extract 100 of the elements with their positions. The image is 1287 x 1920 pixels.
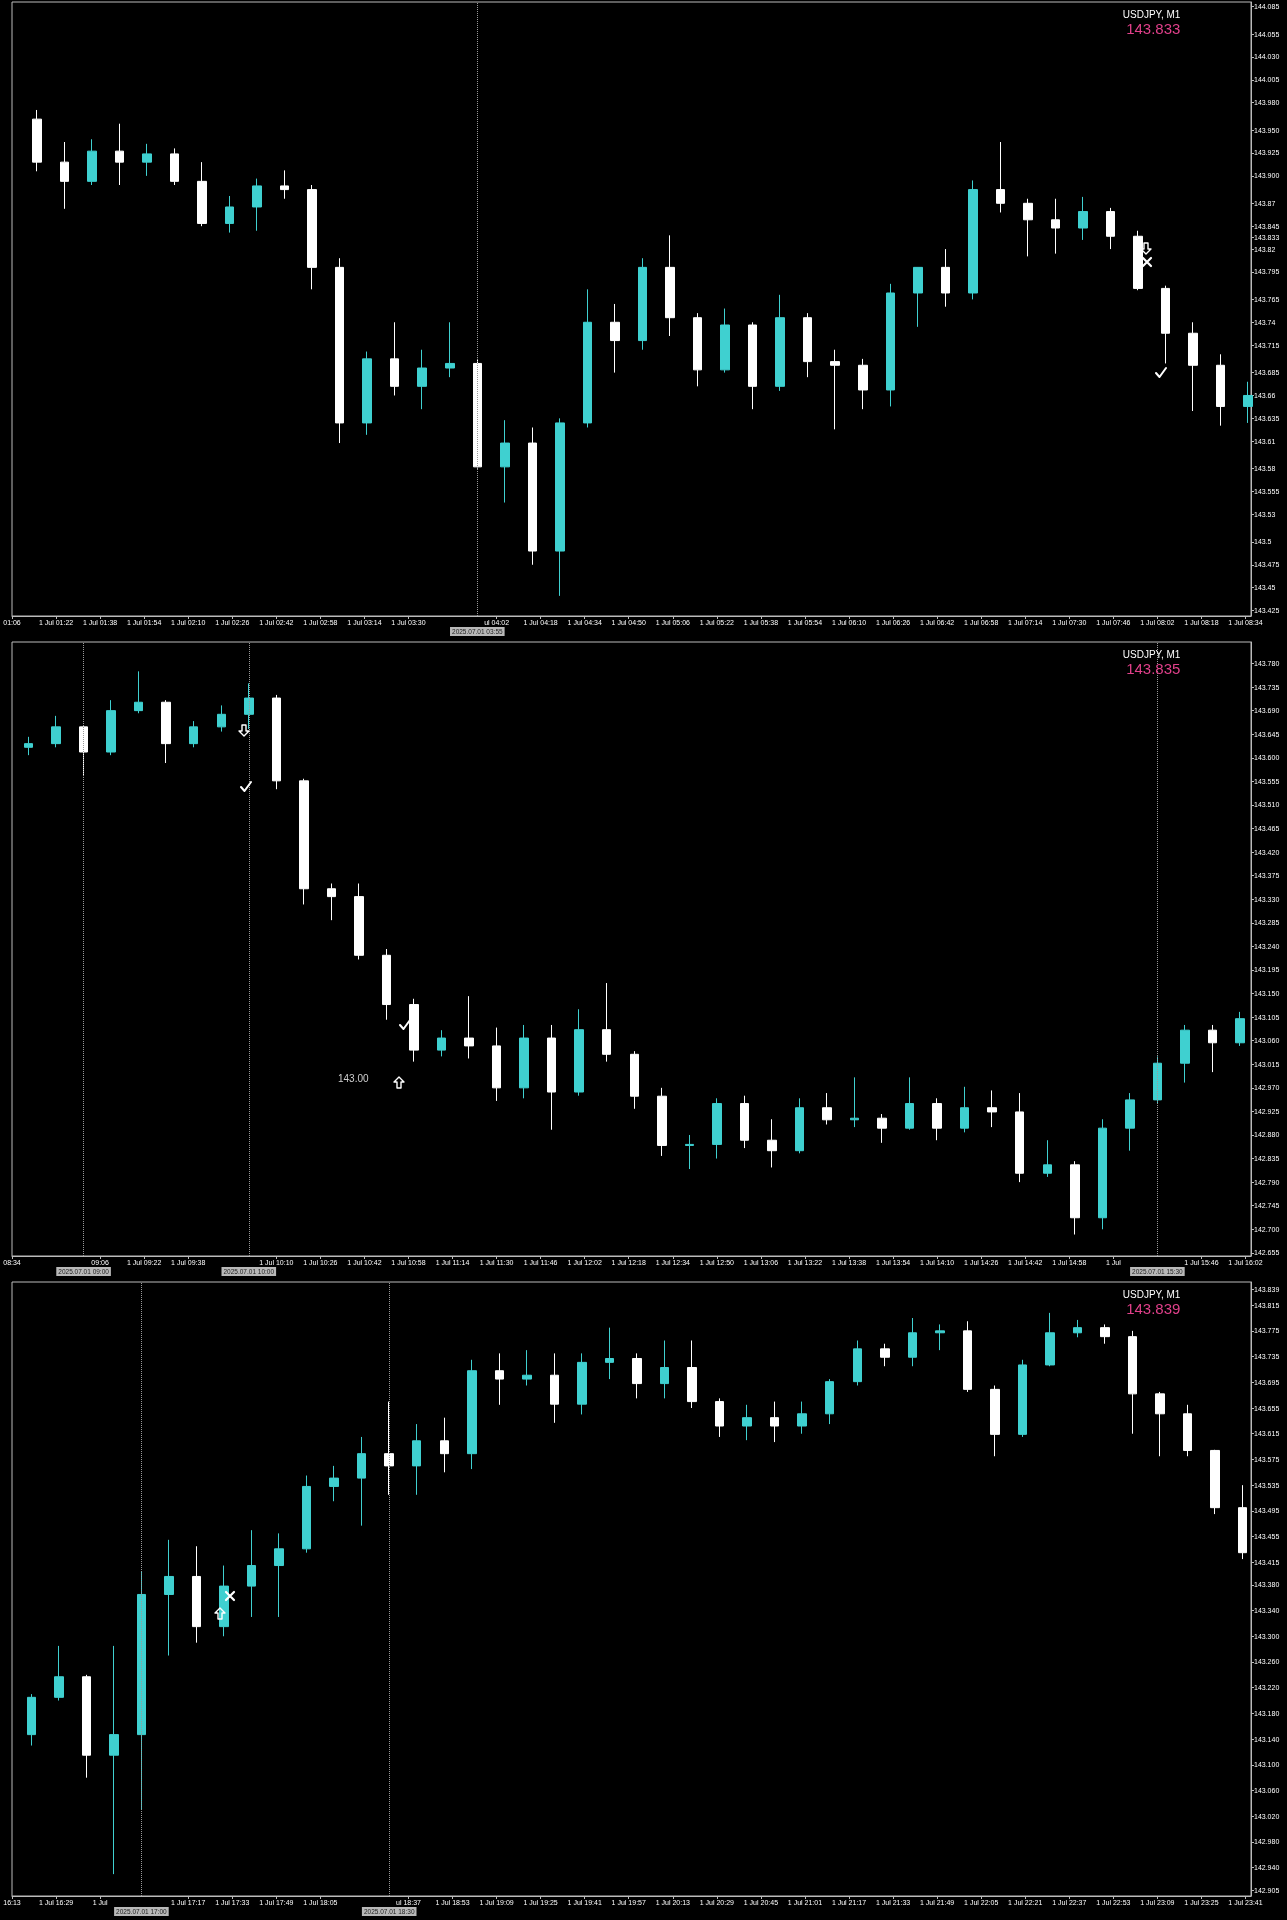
- candlestick: [164, 1539, 174, 1657]
- candlestick: [170, 147, 179, 186]
- candlestick: [830, 349, 840, 430]
- candlestick: [1106, 207, 1115, 250]
- candlestick: [519, 1024, 529, 1099]
- candlestick: [748, 321, 757, 410]
- candlestick: [913, 266, 923, 328]
- candlestick: [252, 178, 262, 232]
- candlestick: [880, 1343, 890, 1367]
- candlestick: [935, 1323, 945, 1351]
- candlestick: [775, 294, 785, 392]
- candlestick: [354, 883, 364, 960]
- candlestick: [932, 1097, 942, 1141]
- candlestick: [32, 109, 42, 172]
- candlestick: [417, 349, 427, 410]
- candlestick: [712, 1097, 722, 1160]
- candlestick: [522, 1349, 532, 1387]
- candlestick: [968, 179, 978, 300]
- candlestick: [583, 288, 592, 428]
- candlestick: [555, 417, 565, 597]
- candlestick: [665, 234, 675, 337]
- candlestick: [767, 1118, 777, 1168]
- candlestick: [797, 1401, 807, 1435]
- candlestick: [1180, 1024, 1190, 1084]
- candlestick: [547, 1024, 556, 1131]
- text: 143.835: [1126, 660, 1181, 677]
- candlestick: [106, 699, 116, 756]
- candlestick: [384, 1401, 394, 1496]
- candlestick: [335, 257, 344, 444]
- candlestick: [27, 1693, 36, 1747]
- text: USDJPY, M1: [1122, 648, 1181, 660]
- candlestick: [941, 248, 950, 308]
- candlestick: [192, 1545, 201, 1644]
- candlestick: [244, 682, 254, 730]
- candlestick: [960, 1086, 969, 1133]
- candlestick: [1125, 1092, 1135, 1152]
- candlestick: [858, 358, 868, 410]
- candlestick: [715, 1397, 724, 1438]
- text: USDJPY, M1: [1122, 8, 1181, 20]
- candlestick: [54, 1645, 64, 1702]
- candlestick: [467, 1359, 477, 1470]
- candlestick: [822, 1092, 832, 1125]
- candlestick: [687, 1340, 697, 1409]
- candlestick: [987, 1089, 997, 1128]
- candlestick: [142, 143, 152, 177]
- candlestick: [357, 1436, 366, 1527]
- candlestick: [720, 308, 730, 374]
- candlestick: [740, 1095, 749, 1149]
- candlestick: [685, 1134, 694, 1170]
- candlestick: [850, 1076, 859, 1128]
- candlestick: [693, 312, 702, 387]
- candlestick: [853, 1340, 862, 1387]
- candlestick: [1235, 1011, 1245, 1047]
- candlestick: [274, 1532, 284, 1618]
- candlestick: [225, 195, 234, 234]
- candlestick: [1100, 1323, 1110, 1345]
- candlestick: [1073, 1319, 1082, 1338]
- candlestick: [963, 1320, 972, 1393]
- candlestick: [1153, 1055, 1162, 1105]
- candlestick: [638, 257, 647, 351]
- candlestick: [217, 704, 226, 733]
- candlestick: [82, 1674, 91, 1779]
- candlestick: [473, 358, 482, 470]
- candlestick: [825, 1378, 834, 1425]
- candlestick: [445, 321, 455, 378]
- candlestick: [247, 1529, 256, 1618]
- candlestick: [1078, 196, 1088, 241]
- candlestick: [492, 1027, 501, 1102]
- candlestick: [189, 720, 198, 748]
- candlestick: [500, 419, 510, 504]
- candlestick: [440, 1417, 449, 1473]
- candlestick: [1070, 1160, 1080, 1236]
- candlestick: [1051, 198, 1060, 255]
- candlestick: [60, 141, 69, 210]
- candlestick: [632, 1352, 642, 1399]
- candlestick: [1183, 1404, 1192, 1457]
- candlestick: [886, 283, 895, 407]
- candlestick: [602, 982, 611, 1063]
- candlestick: [307, 184, 317, 290]
- annotation: 143.00: [338, 1072, 370, 1084]
- candlestick: [362, 351, 372, 436]
- text: 143.839: [1126, 1300, 1181, 1317]
- candlestick: [329, 1465, 339, 1502]
- candlestick: [610, 303, 620, 374]
- candlestick: [79, 725, 88, 777]
- candlestick: [1023, 198, 1033, 257]
- candlestick: [1128, 1330, 1137, 1435]
- candlestick: [908, 1317, 917, 1367]
- candlestick: [109, 1645, 119, 1875]
- candlestick: [660, 1340, 669, 1399]
- candlestick: [877, 1113, 887, 1144]
- candlestick: [605, 1327, 614, 1380]
- candlestick: [574, 1008, 584, 1097]
- candlestick: [197, 161, 207, 227]
- candlestick: [412, 1423, 421, 1496]
- candlestick: [770, 1401, 779, 1443]
- candlestick: [1015, 1092, 1024, 1183]
- candlestick: [51, 715, 61, 748]
- candlestick: [115, 123, 124, 186]
- candlestick: [742, 1404, 752, 1441]
